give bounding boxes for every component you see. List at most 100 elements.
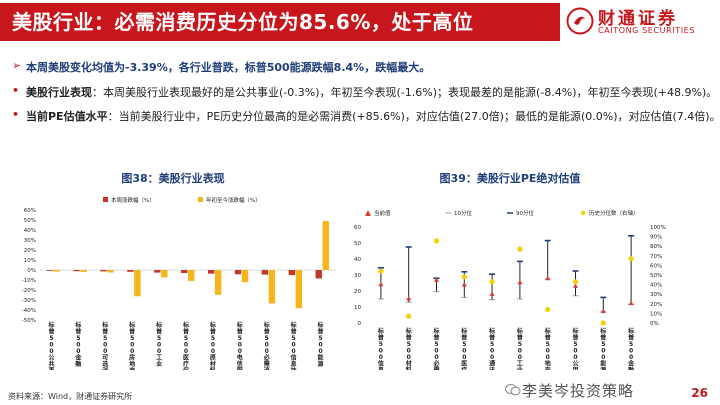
header: 美股行业：必需消费历史分位为85.6%，处于高位 财通证券 CAITONG SE… <box>0 0 720 44</box>
bar-ytd <box>268 270 276 304</box>
bar-ytd <box>134 270 141 297</box>
current-value-point <box>489 291 495 296</box>
x-category-label: 标普500必需消费 <box>263 321 270 370</box>
y2-tick-label: 60% <box>650 263 662 269</box>
page-number: 26 <box>691 386 708 400</box>
current-value-point <box>628 300 634 306</box>
y-tick-label: -20% <box>22 288 36 294</box>
percentile-point <box>628 256 634 262</box>
logo-text-cn: 财通证券 <box>598 9 678 29</box>
bar-ytd <box>188 270 195 281</box>
bullet-keyword: 当前PE估值水平 <box>26 110 108 123</box>
legend-label: 年初至今涨跌幅（%） <box>206 196 261 204</box>
y2-tick-label: 80% <box>650 244 662 250</box>
x-category-label: 标普500医疗保健 <box>182 321 190 370</box>
y-tick-label: 60 <box>354 225 361 231</box>
y-tick-label: -50% <box>22 318 36 324</box>
bar-weekly <box>154 270 161 273</box>
x-category-label: 标普500电信服务 <box>236 321 244 370</box>
y-tick-label: 30 <box>354 273 361 279</box>
bar-weekly <box>234 270 242 275</box>
bar-weekly <box>127 270 134 272</box>
dot-bullet-icon: • <box>12 84 20 97</box>
chart-39: 当前值 10分位 90分位 历史分位数（右轴） 60 50 40 30 20 10 0 100% 90%… <box>354 209 666 370</box>
legend-label: 90分位 <box>516 209 534 217</box>
bar-ytd <box>53 270 60 272</box>
source-note: 资料来源：Wind，财通证券研究所 <box>8 392 133 401</box>
x-category-label: 标普500公用事业 <box>571 327 578 370</box>
bar-weekly <box>207 270 215 274</box>
chart-39-title: 图39：美股行业PE绝对估值 <box>439 172 581 185</box>
y2-tick-label: 40% <box>650 283 662 289</box>
bar-ytd <box>214 270 222 295</box>
y-tick-label: -10% <box>22 278 36 284</box>
bar-ytd <box>80 270 87 272</box>
current-value-point <box>434 277 439 282</box>
bullet-keyword: 美股行业表现 <box>26 86 92 99</box>
bar-ytd <box>295 270 303 309</box>
bullet-performance: • 美股行业表现：本周美股行业表现最好的是公共事业(-0.3%)，年初至今表现(… <box>12 84 717 100</box>
percentile-point <box>406 313 412 319</box>
percentile-point <box>461 274 467 280</box>
y2-tick-label: 0% <box>650 321 659 327</box>
bullet-valuation: • 当前PE估值水平：当前美股行业中，PE历史分位最高的是必需消费(+85.6%… <box>12 108 720 124</box>
bar-weekly <box>46 270 53 271</box>
percentile-point <box>378 268 384 274</box>
bar-ytd <box>241 270 249 283</box>
y-tick-label: 0% <box>27 268 36 274</box>
current-value-point <box>600 308 606 314</box>
y2-tick-label: 10% <box>650 311 662 317</box>
x-category-label: 标普500必需消费 <box>432 327 439 370</box>
bullet-text: ：当前美股行业中，PE历史分位最高的是必需消费(+85.6%)，对应估值(27.… <box>107 110 720 123</box>
legend-label: 本周涨跌幅（%） <box>111 196 155 204</box>
legend-dot-icon <box>580 210 586 216</box>
x-category-label: 标普500原材料 <box>209 321 216 370</box>
y-tick-label: -40% <box>22 308 36 314</box>
x-category-label: 标普500材料 <box>405 327 412 370</box>
y2-tick-label: 100% <box>650 225 666 231</box>
legend-label: 当前值 <box>374 209 391 217</box>
dot-bullet-icon: • <box>12 108 20 121</box>
bar-ytd <box>322 221 329 270</box>
y-tick-label: -30% <box>22 298 36 304</box>
percentile-point <box>517 246 523 252</box>
bar-weekly <box>181 270 188 273</box>
logo-mark-icon <box>566 7 594 35</box>
x-category-label: 标普500能源 <box>599 327 606 370</box>
y-tick-label: 60% <box>24 208 36 214</box>
bar-weekly <box>315 270 322 279</box>
bar-weekly <box>261 270 269 275</box>
current-value-point <box>517 279 523 285</box>
percentile-point <box>545 306 551 313</box>
y2-tick-label: 50% <box>650 273 662 279</box>
company-logo: 财通证券 CAITONG SECURITIES <box>566 4 716 40</box>
percentile-point <box>600 320 606 326</box>
bar-ytd <box>107 270 114 273</box>
chart-38-panel: 图38：美股行业表现 本周涨跌幅（%） 年初至今涨跌幅（%） 60% 50% 40% 30… <box>8 170 338 370</box>
x-category-label: 标普500房地产 <box>128 321 135 370</box>
y-tick-label: 40% <box>24 228 36 234</box>
page-title: 美股行业：必需消费历史分位为85.6%，处于高位 <box>0 3 560 41</box>
y2-tick-label: 20% <box>650 302 662 308</box>
chart-38: 本周涨跌幅（%） 年初至今涨跌幅（%） 60% 50% 40% 30% 20% 10% 0% -1… <box>22 196 336 370</box>
y-tick-label: 20 <box>354 289 361 295</box>
arrow-bullet-icon: ➢ <box>12 59 22 72</box>
logo-text-en: CAITONG SECURITIES <box>598 26 695 35</box>
y-tick-label: 30% <box>24 238 36 244</box>
current-value-point <box>573 283 578 288</box>
y-tick-label: 50 <box>354 241 361 247</box>
y2-tick-label: 30% <box>650 292 662 298</box>
y-tick-label: 10% <box>24 258 36 264</box>
x-category-label: 标普500地产 <box>544 327 551 370</box>
bullet-text: 本周美股变化均值为-3.39%，各行业普跌，标普500能源跌幅8.4%，跌幅最大… <box>26 61 431 74</box>
y2-tick-label: 90% <box>650 235 662 241</box>
x-category-label: 标普500信息技术 <box>377 327 385 370</box>
percentile-point <box>489 279 495 285</box>
bar-weekly <box>100 270 107 272</box>
x-category-label: 标普500公共事业 <box>47 321 54 370</box>
bar-ytd <box>161 270 168 278</box>
